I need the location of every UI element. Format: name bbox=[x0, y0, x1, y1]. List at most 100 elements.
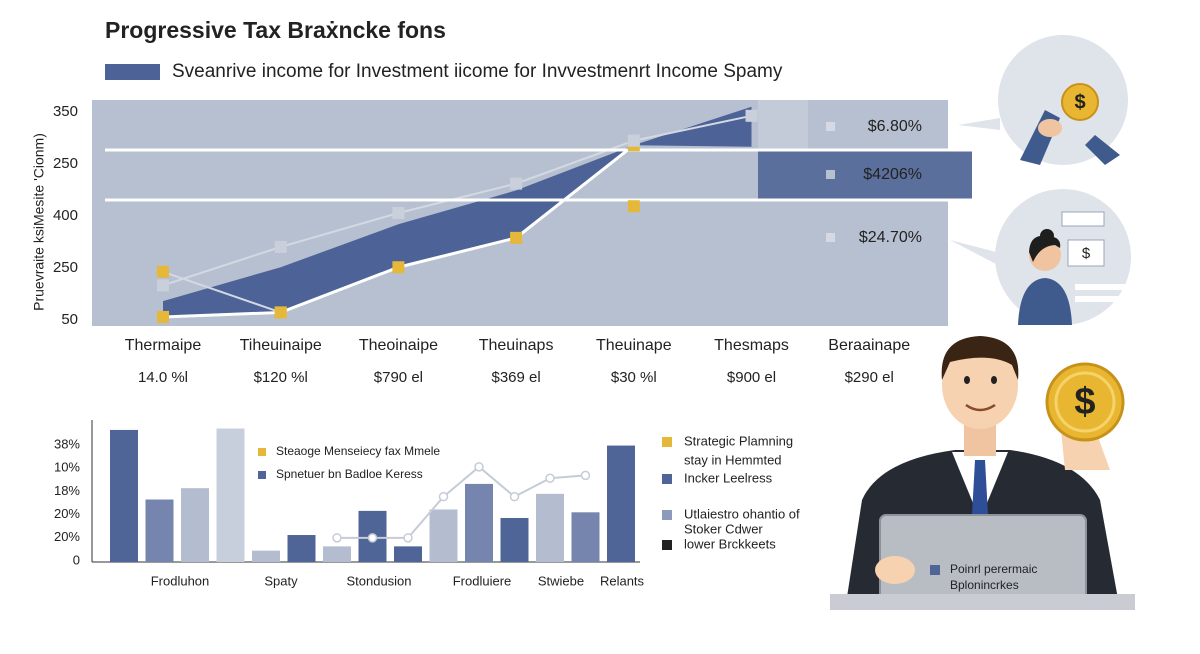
marker bbox=[745, 109, 758, 122]
marker bbox=[392, 261, 405, 274]
top-markers bbox=[157, 109, 758, 323]
line bbox=[162, 114, 752, 287]
laptop-text: Bplonincrkes bbox=[950, 578, 1019, 592]
bar bbox=[607, 445, 635, 562]
y-tick-label: 0 bbox=[73, 552, 80, 567]
legend-label: Spnetuer bn Badloe Keress bbox=[276, 467, 423, 481]
bar bbox=[287, 535, 316, 562]
marker bbox=[274, 306, 287, 319]
top-chart bbox=[162, 106, 752, 319]
panel-band bbox=[758, 150, 972, 200]
bar bbox=[323, 546, 351, 562]
legend-swatch bbox=[662, 510, 672, 520]
legend-label: Strategic Plamning bbox=[684, 433, 793, 448]
marker bbox=[627, 200, 640, 213]
overlay-point bbox=[438, 491, 449, 502]
laptop-text: Poinrl perermaic bbox=[950, 562, 1037, 576]
legend-label: Sveanrive income for Investment iicome f… bbox=[172, 61, 783, 82]
category-sublabel: 14.0 %l bbox=[138, 369, 188, 386]
marker bbox=[157, 279, 169, 292]
overlay-point bbox=[509, 491, 520, 502]
coin-circle: $ bbox=[958, 35, 1128, 165]
overlay-point bbox=[474, 462, 484, 472]
bar bbox=[465, 483, 493, 562]
marker bbox=[510, 177, 523, 190]
svg-text:$: $ bbox=[1082, 245, 1091, 262]
legend-label: Incker Leelress bbox=[684, 470, 773, 485]
y-tick-label: 38% bbox=[54, 436, 80, 451]
area bbox=[163, 106, 752, 317]
y-tick-label: 350 bbox=[53, 103, 78, 120]
bar bbox=[252, 550, 280, 562]
legend-swatch bbox=[662, 474, 672, 484]
overlay-point bbox=[403, 533, 413, 543]
legend-label: Stoker Cdwer bbox=[684, 521, 763, 536]
bottom-chart bbox=[110, 428, 635, 562]
x-tick-label: Theoinaipe bbox=[359, 337, 438, 354]
x-tick-label: Spaty bbox=[264, 573, 298, 588]
category-sublabel: $30 %l bbox=[611, 369, 657, 386]
side-marker bbox=[826, 170, 835, 179]
bar bbox=[536, 493, 564, 562]
x-tick-label: Frodluhon bbox=[151, 573, 210, 588]
bar bbox=[181, 488, 209, 562]
y-tick-label: 400 bbox=[53, 207, 78, 224]
marker bbox=[157, 310, 169, 323]
category-sublabel: $369 el bbox=[491, 369, 540, 386]
legend-label: Utlaiestro ohantio of bbox=[684, 506, 800, 521]
overlay-point bbox=[367, 533, 378, 543]
svg-text:$: $ bbox=[1074, 91, 1085, 113]
y-tick-label: 250 bbox=[53, 155, 78, 172]
bar bbox=[500, 517, 529, 562]
marker bbox=[274, 240, 287, 253]
legend-label: stay in Hemmted bbox=[684, 452, 782, 467]
category-sublabel: $120 %l bbox=[254, 369, 308, 386]
y-tick-label: 50 bbox=[61, 311, 78, 328]
overlay-point bbox=[545, 473, 555, 483]
bar bbox=[394, 546, 422, 562]
category-sublabel: $900 el bbox=[727, 369, 776, 386]
legend-swatch bbox=[662, 540, 672, 550]
legend-swatch bbox=[105, 64, 160, 80]
x-tick-label: Stwiebe bbox=[538, 573, 584, 588]
legend-swatch bbox=[258, 448, 266, 456]
y-tick-label: 250 bbox=[53, 259, 78, 276]
category-sublabel: $790 el bbox=[374, 369, 423, 386]
x-tick-label: Thesmaps bbox=[714, 337, 789, 354]
marker bbox=[510, 231, 523, 244]
x-tick-label: Theuinaps bbox=[479, 337, 554, 354]
marker bbox=[392, 207, 405, 219]
bar bbox=[110, 429, 138, 562]
y-tick-label: 20% bbox=[54, 529, 80, 544]
x-tick-label: Tiheuinaipe bbox=[240, 337, 322, 354]
y-tick-label: 18% bbox=[54, 483, 80, 498]
x-tick-label: Frodluiere bbox=[453, 573, 512, 588]
x-tick-label: Relants bbox=[600, 573, 645, 588]
person-circle: $ bbox=[950, 189, 1131, 325]
chart-title: Progressive Tax Braẋncke fons bbox=[105, 17, 446, 43]
line bbox=[162, 270, 282, 314]
marker bbox=[157, 265, 169, 278]
marker bbox=[627, 134, 640, 147]
side-marker bbox=[826, 122, 835, 131]
side-label: $4206% bbox=[863, 166, 922, 183]
overlay-line bbox=[337, 465, 586, 539]
side-label: $24.70% bbox=[859, 229, 922, 246]
overlay-point bbox=[332, 533, 342, 543]
x-tick-label: Stondusion bbox=[346, 573, 411, 588]
y-tick-label: 10% bbox=[54, 460, 80, 475]
legend-label: Steaoge Menseiecy fax Mmele bbox=[276, 444, 440, 458]
x-tick-label: Beraainape bbox=[828, 337, 910, 354]
overlay-point bbox=[580, 470, 591, 481]
bar bbox=[571, 512, 600, 562]
y-tick-label: 20% bbox=[54, 506, 80, 521]
svg-text:$: $ bbox=[1074, 381, 1095, 423]
panel bbox=[758, 100, 808, 150]
category-sublabel: $290 el bbox=[845, 369, 894, 386]
legend-swatch bbox=[258, 471, 266, 479]
y-axis-label: Pruevraite ksiMesite 'Cionm) bbox=[31, 133, 47, 311]
legend-label: lower Brckkeets bbox=[684, 536, 776, 551]
x-tick-label: Theuinape bbox=[596, 337, 672, 354]
businessman: $ bbox=[830, 336, 1135, 610]
